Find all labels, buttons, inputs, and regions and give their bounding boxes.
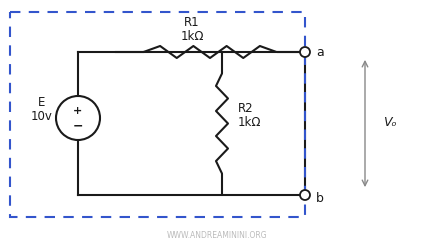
Text: +: + — [73, 106, 82, 116]
Text: WWW.ANDREAMININI.ORG: WWW.ANDREAMININI.ORG — [167, 232, 267, 241]
Text: E: E — [38, 97, 46, 109]
Text: 10v: 10v — [31, 111, 53, 123]
Circle shape — [56, 96, 100, 140]
Text: a: a — [316, 45, 324, 59]
Text: Vₒ: Vₒ — [383, 116, 397, 129]
Text: R2: R2 — [238, 101, 253, 114]
Text: 1kΩ: 1kΩ — [180, 30, 204, 43]
Text: −: − — [73, 120, 83, 133]
Text: 1kΩ: 1kΩ — [238, 115, 262, 129]
Circle shape — [300, 190, 310, 200]
Circle shape — [300, 47, 310, 57]
Bar — [10, 12, 305, 217]
Text: R1: R1 — [184, 15, 200, 29]
Text: b: b — [316, 191, 324, 204]
